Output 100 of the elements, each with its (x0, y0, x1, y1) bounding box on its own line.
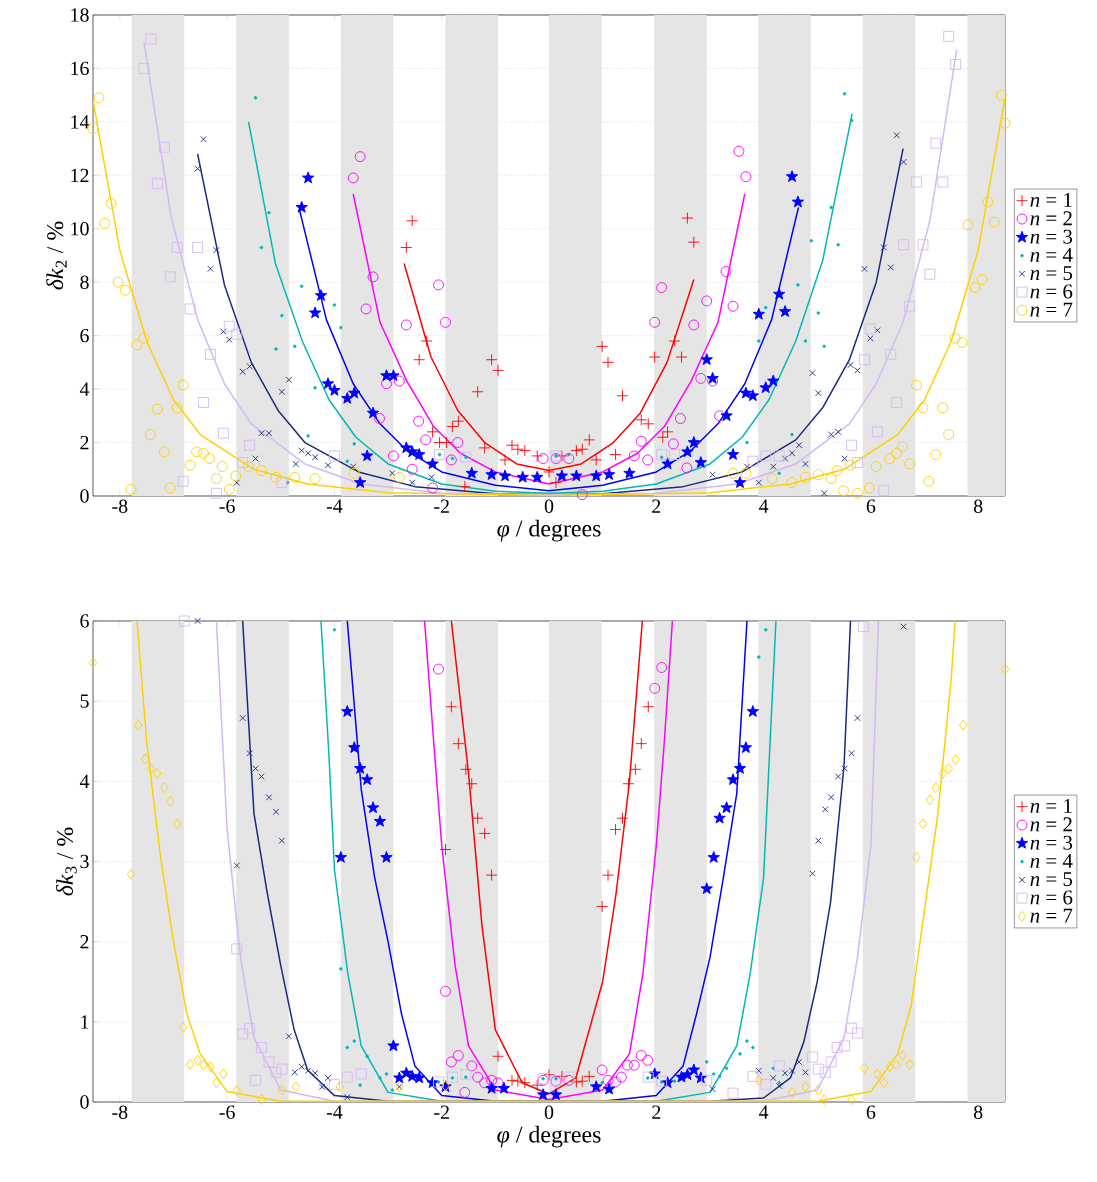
point (314, 289, 328, 301)
point (812, 1063, 824, 1075)
point (253, 96, 258, 100)
point (345, 1045, 350, 1050)
point (171, 242, 183, 253)
point (609, 823, 622, 836)
point (518, 1076, 531, 1089)
point (178, 1021, 188, 1033)
point (298, 1063, 305, 1070)
point (709, 1085, 716, 1093)
point (661, 425, 674, 438)
point (825, 1056, 837, 1068)
point (713, 811, 726, 824)
y-axis-title: δk$_{3}$ / % (56, 827, 77, 896)
y-tick-label: 0 (80, 1095, 89, 1109)
point (829, 205, 833, 210)
point (164, 271, 176, 283)
y-tick-label: 14 (71, 115, 90, 129)
point (760, 450, 772, 462)
point (516, 470, 529, 483)
point (347, 172, 359, 184)
point (213, 246, 220, 254)
point (616, 389, 629, 402)
point (706, 371, 719, 384)
point (775, 1082, 783, 1090)
point (433, 279, 444, 291)
point (659, 1080, 664, 1084)
point (727, 1087, 739, 1099)
point (854, 714, 861, 722)
line-series (423, 620, 674, 1101)
point (440, 316, 451, 328)
point (656, 431, 669, 444)
point (433, 663, 444, 675)
point (590, 469, 603, 482)
point (387, 1039, 400, 1052)
point (390, 1088, 395, 1092)
legend-label: n = 7 (1030, 302, 1073, 317)
point (911, 176, 922, 188)
point (318, 1083, 326, 1091)
point (299, 284, 304, 288)
point (485, 468, 498, 480)
point (158, 141, 170, 153)
point (847, 1094, 856, 1106)
x-tick-label: -2 (434, 499, 449, 513)
point (767, 374, 780, 387)
point (785, 170, 799, 182)
point (847, 361, 854, 369)
point (635, 1050, 647, 1061)
point (339, 325, 343, 330)
point (757, 655, 761, 659)
point (485, 869, 498, 882)
point (194, 165, 201, 172)
point (471, 385, 484, 398)
point (239, 714, 246, 722)
point (332, 628, 337, 632)
point (668, 438, 679, 450)
legend-label: n = 1 (1030, 193, 1072, 207)
point (733, 762, 747, 774)
point (700, 882, 713, 895)
point (378, 1076, 382, 1080)
point (656, 662, 668, 673)
point (445, 454, 457, 466)
legend-label: n = 6 (1030, 890, 1073, 905)
point (223, 320, 235, 332)
point (672, 1079, 677, 1083)
point (277, 1084, 287, 1096)
point (733, 476, 747, 488)
point (814, 1084, 823, 1096)
point (492, 1077, 504, 1089)
point (834, 428, 842, 436)
point (904, 300, 915, 312)
point (701, 1074, 713, 1086)
point (905, 1058, 914, 1070)
point (757, 339, 761, 343)
point (642, 700, 655, 713)
point (173, 818, 182, 830)
point (740, 171, 752, 183)
point (354, 151, 366, 163)
point (717, 1074, 722, 1079)
point (413, 448, 426, 460)
y-tick-label: 6 (80, 328, 89, 343)
point (426, 425, 439, 438)
point (324, 461, 332, 469)
point (387, 450, 399, 462)
point (887, 264, 895, 271)
point (393, 1071, 406, 1084)
point (380, 851, 393, 863)
point (166, 795, 175, 807)
point (244, 439, 256, 451)
point (460, 1069, 472, 1081)
point (292, 460, 300, 468)
point (328, 1078, 340, 1090)
point (549, 1088, 563, 1101)
point (958, 719, 968, 731)
point (555, 469, 569, 482)
point (210, 487, 222, 499)
legend-label: n = 2 (1030, 817, 1072, 832)
point (232, 1085, 241, 1097)
y-tick-label: 16 (71, 61, 89, 76)
point (615, 1071, 627, 1083)
